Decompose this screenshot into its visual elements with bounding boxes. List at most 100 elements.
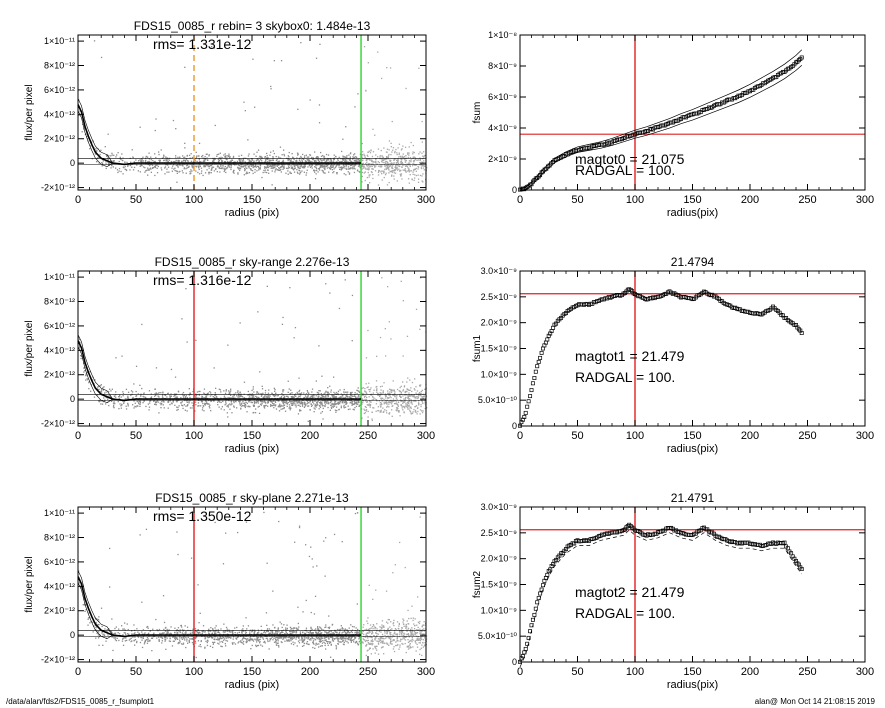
scatter-point — [411, 627, 413, 629]
scatter-point — [353, 409, 355, 411]
scatter-point — [415, 642, 417, 644]
scatter-point — [390, 159, 392, 162]
scatter-point — [153, 400, 155, 402]
scatter-point — [289, 159, 292, 162]
scatter-point — [257, 400, 260, 402]
scatter-point — [377, 406, 379, 408]
scatter-point — [127, 403, 129, 406]
scatter-point — [396, 160, 398, 162]
scatter-point — [184, 160, 187, 163]
scatter-point — [148, 163, 150, 165]
scatter-point — [380, 389, 382, 391]
scatter-point — [256, 639, 258, 641]
scatter-point — [257, 402, 259, 404]
scatter-point — [171, 161, 173, 163]
scatter-point — [386, 160, 388, 163]
scatter-point — [237, 166, 239, 168]
scatter-point — [394, 169, 396, 171]
scatter-point — [156, 629, 158, 631]
scatter-point — [289, 409, 291, 411]
scatter-point — [103, 386, 105, 388]
scatter-point — [255, 166, 257, 168]
scatter-point — [300, 157, 302, 159]
scatter-point — [299, 170, 301, 172]
scatter-point — [252, 172, 254, 175]
scatter-point — [348, 172, 351, 174]
scatter-point — [384, 165, 387, 167]
profile-line — [77, 104, 361, 166]
scatter-point — [419, 151, 421, 153]
scatter-point — [316, 391, 318, 394]
scatter-point — [122, 395, 124, 397]
scatter-point — [80, 587, 82, 589]
scatter-point — [412, 171, 414, 173]
scatter-point — [272, 157, 274, 159]
scatter-point — [124, 640, 126, 642]
scatter-point — [396, 644, 398, 647]
scatter-point — [411, 381, 414, 384]
scatter-point — [215, 397, 217, 399]
scatter-point — [169, 396, 171, 398]
scatter-point — [299, 410, 301, 412]
scatter-point — [126, 164, 129, 166]
scatter-point — [336, 628, 339, 631]
scatter-point — [197, 405, 199, 407]
scatter-point — [185, 631, 187, 633]
scatter-point — [188, 641, 191, 644]
scatter-point — [339, 166, 342, 169]
scatter-point — [403, 169, 406, 171]
scatter-point — [229, 397, 231, 399]
scatter-point — [269, 395, 271, 397]
scatter-point — [132, 156, 134, 158]
scatter-point — [188, 154, 191, 156]
scatter-point — [247, 390, 249, 393]
scatter-point — [362, 162, 364, 165]
scatter-point — [278, 167, 280, 169]
scatter-point — [128, 164, 130, 166]
scatter-point — [257, 632, 259, 634]
scatter-point — [368, 174, 370, 176]
scatter-point — [122, 393, 125, 395]
scatter-point — [238, 393, 240, 395]
scatter-point — [293, 401, 295, 403]
scatter-point — [86, 138, 89, 140]
scatter-point — [351, 401, 353, 403]
scatter-point — [321, 645, 323, 647]
scatter-point — [371, 419, 373, 422]
scatter-point — [216, 155, 218, 157]
scatter-point — [176, 409, 178, 411]
scatter-point — [349, 402, 351, 404]
scatter-point — [411, 400, 413, 402]
scatter-point — [351, 403, 353, 405]
scatter-point — [376, 630, 378, 632]
scatter-point — [131, 166, 133, 168]
scatter-point — [319, 638, 321, 640]
scatter-point — [388, 149, 390, 151]
scatter-point — [182, 172, 184, 174]
scatter-point — [242, 625, 244, 627]
scatter-point — [296, 164, 298, 166]
scatter-point — [307, 420, 309, 422]
scatter-point — [402, 153, 404, 155]
scatter-point — [133, 161, 135, 163]
scatter-point — [163, 407, 165, 409]
scatter-point — [236, 626, 238, 629]
scatter-point — [282, 405, 284, 407]
scatter-point — [346, 155, 348, 157]
scatter-point — [319, 406, 322, 408]
scatter-point — [395, 168, 397, 170]
scatter-point — [115, 391, 117, 393]
scatter-point — [378, 170, 381, 172]
scatter-point — [366, 401, 369, 403]
scatter-point — [292, 630, 294, 632]
scatter-point — [336, 638, 339, 640]
scatter-point — [299, 393, 301, 395]
scatter-point — [419, 277, 422, 279]
scatter-point — [214, 158, 216, 160]
scatter-point — [386, 67, 388, 69]
scatter-point — [151, 167, 154, 169]
scatter-point — [405, 155, 407, 157]
scatter-point — [385, 151, 388, 153]
scatter-point — [292, 643, 295, 646]
scatter-point — [306, 399, 308, 401]
